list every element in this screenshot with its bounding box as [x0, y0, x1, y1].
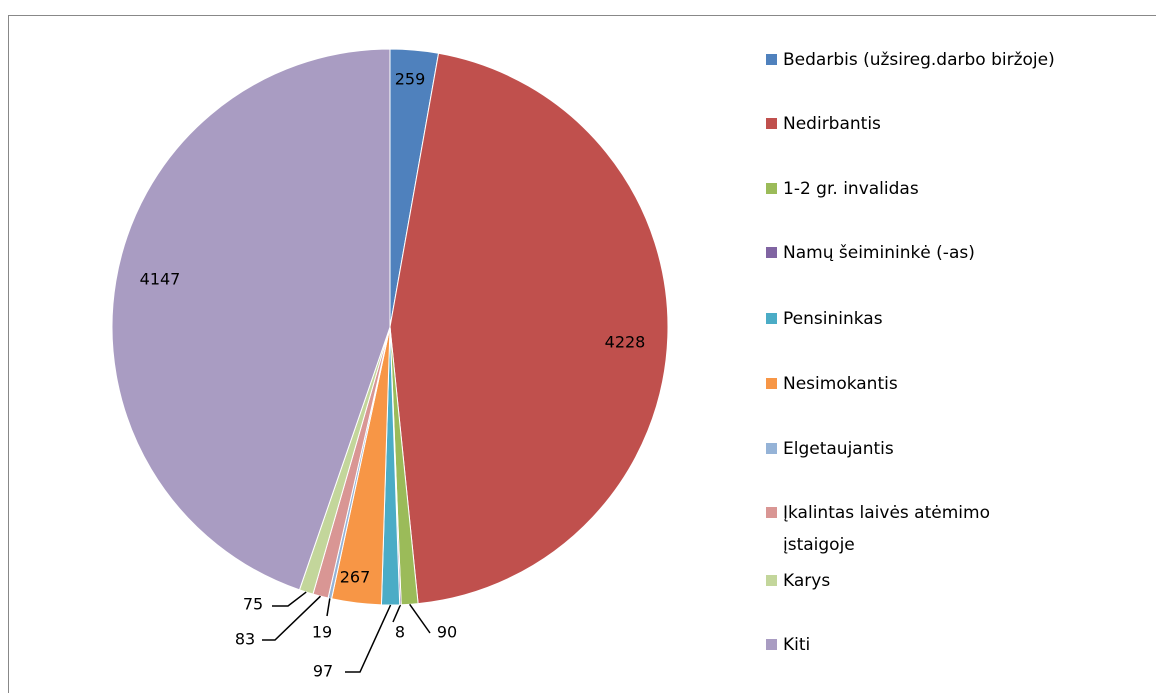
pie-slice — [111, 48, 391, 591]
data-label: 259 — [395, 70, 426, 89]
legend-swatch — [766, 247, 777, 258]
legend-label: Nesimokantis — [783, 374, 898, 394]
legend-swatch — [766, 378, 777, 389]
chart-frame — [8, 15, 1156, 693]
data-label: 97 — [313, 662, 333, 681]
data-label: 4147 — [140, 270, 181, 289]
legend-swatch — [766, 507, 777, 518]
leader-line — [326, 598, 331, 617]
data-label: 75 — [243, 595, 263, 614]
legend-label: 1-2 gr. invalidas — [783, 179, 919, 199]
leader-line — [262, 595, 322, 641]
legend-label: Nedirbantis — [783, 114, 881, 134]
leader-line — [392, 604, 402, 623]
data-label: 4228 — [605, 333, 646, 352]
legend-item: Nedirbantis — [766, 108, 1026, 140]
data-label: 90 — [437, 623, 457, 642]
legend-swatch — [766, 313, 777, 324]
leader-line — [272, 591, 307, 607]
legend-label: Elgetaujantis — [783, 439, 894, 459]
legend-label: Karys — [783, 571, 831, 591]
legend-label: Namų šeimininkė (-as) — [783, 243, 975, 263]
legend-item: Įkalintas laivės atėmimo įstaigoje — [766, 497, 1026, 561]
legend-label: Pensininkas — [783, 309, 883, 329]
legend-swatch — [766, 54, 777, 65]
legend-item: 1-2 gr. invalidas — [766, 173, 1026, 205]
data-label: 8 — [395, 623, 405, 642]
leader-line — [409, 603, 431, 634]
data-label: 83 — [235, 630, 255, 649]
legend-swatch — [766, 443, 777, 454]
legend-item: Karys — [766, 565, 1026, 597]
pie-slice — [389, 52, 669, 605]
legend-item: Nesimokantis — [766, 368, 1026, 400]
legend-item: Elgetaujantis — [766, 433, 1026, 465]
legend-label: Bedarbis (užsireg.darbo biržoje) — [783, 50, 1055, 70]
legend-swatch — [766, 183, 777, 194]
legend-swatch — [766, 118, 777, 129]
leader-line — [345, 604, 392, 673]
legend-item: Bedarbis (užsireg.darbo biržoje) — [766, 44, 1055, 76]
legend-item: Namų šeimininkė (-as) — [766, 237, 1026, 269]
data-label: 19 — [312, 623, 332, 642]
data-label: 267 — [340, 568, 371, 587]
legend-label: Kiti — [783, 635, 811, 655]
legend-item: Kiti — [766, 629, 1026, 661]
legend-swatch — [766, 575, 777, 586]
legend-label: Įkalintas laivės atėmimo įstaigoje — [783, 503, 990, 555]
legend-item: Pensininkas — [766, 303, 1026, 335]
legend-swatch — [766, 639, 777, 650]
